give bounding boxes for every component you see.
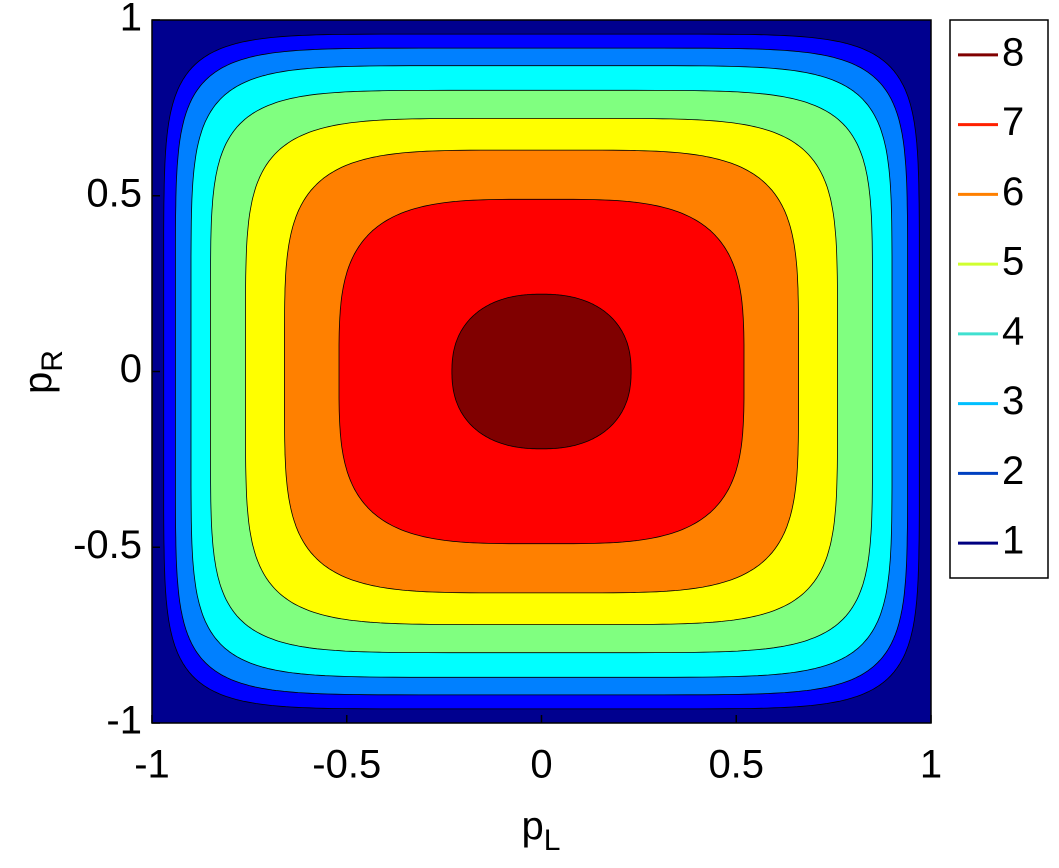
legend-box	[949, 19, 1049, 579]
legend-label: 1	[1002, 519, 1024, 563]
legend-label: 7	[1002, 100, 1024, 144]
legend-label: 6	[1002, 170, 1024, 214]
x-tick-label: 0.5	[708, 743, 764, 787]
x-tick-label: -1	[134, 743, 170, 787]
x-tick-label: 1	[920, 743, 942, 787]
y-tick-label: -1	[106, 699, 142, 743]
legend-label: 8	[1002, 30, 1024, 74]
y-tick-label: -0.5	[73, 523, 142, 567]
x-tick-label: 0	[530, 743, 552, 787]
legend-label: 4	[1002, 309, 1024, 353]
x-tick-label: -0.5	[312, 743, 381, 787]
y-axis-label: pR	[16, 350, 69, 394]
x-axis-label: pL	[522, 804, 561, 857]
y-tick-label: 1	[120, 0, 142, 40]
contour-region	[451, 293, 632, 450]
legend-label: 3	[1002, 379, 1024, 423]
y-tick-label: 0.5	[86, 171, 142, 215]
legend-label: 5	[1002, 240, 1024, 284]
y-tick-label: 0	[120, 347, 142, 391]
legend-label: 2	[1002, 449, 1024, 493]
